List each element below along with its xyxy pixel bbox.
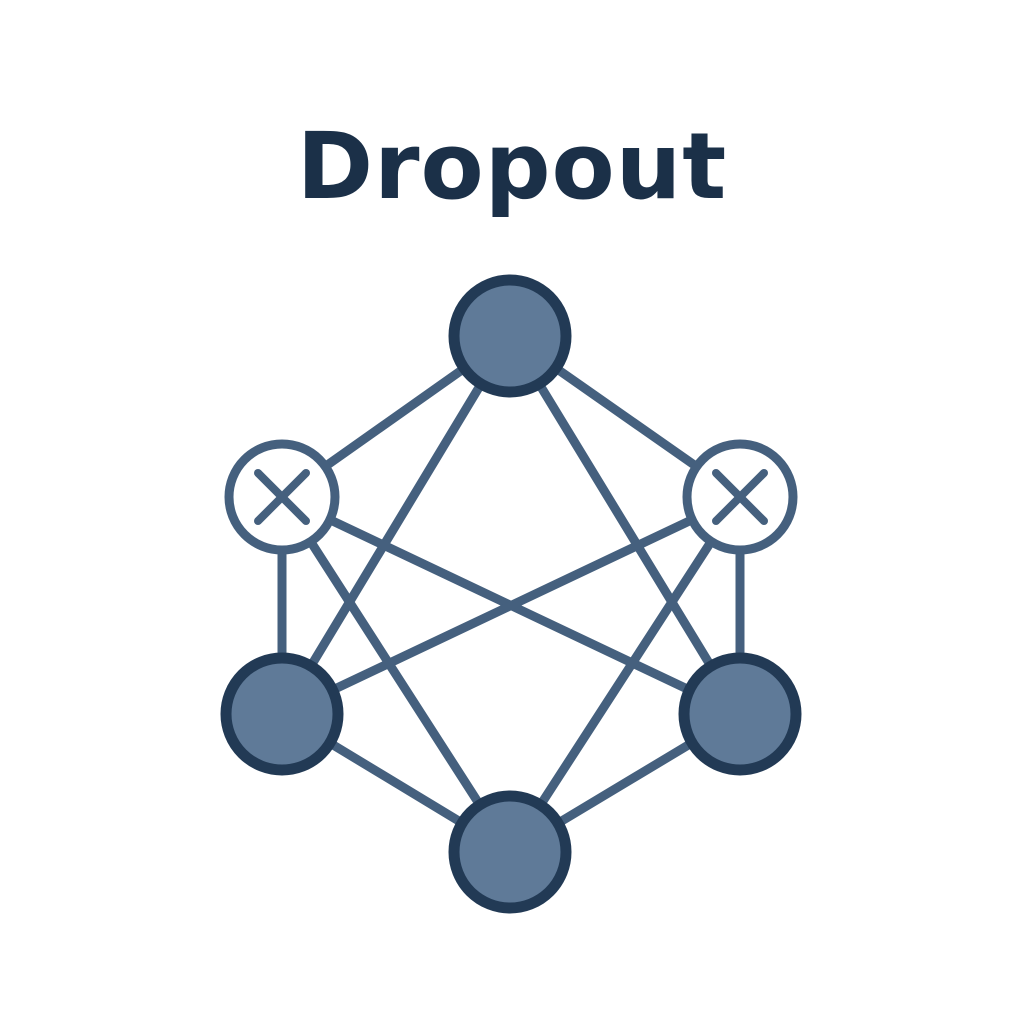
- neuron-lower-left: [220, 652, 344, 776]
- edge-upper-right-bottom: [505, 492, 745, 857]
- edge-top-lower-right: [505, 331, 745, 719]
- neuron-top: [448, 274, 572, 398]
- nodes-layer: [220, 274, 802, 914]
- edge-upper-right-lower-left: [277, 492, 745, 719]
- edges-layer: [277, 331, 745, 857]
- dropped-neuron-upper-left: [224, 439, 340, 555]
- dropped-neuron-upper-right: [682, 439, 798, 555]
- neuron-bottom: [448, 790, 572, 914]
- neuron-lower-right: [678, 652, 802, 776]
- edge-upper-left-bottom: [277, 492, 515, 857]
- close-icon: [712, 469, 768, 525]
- page-title: Dropout: [296, 113, 728, 220]
- edge-top-lower-left: [277, 331, 515, 719]
- close-icon: [254, 469, 310, 525]
